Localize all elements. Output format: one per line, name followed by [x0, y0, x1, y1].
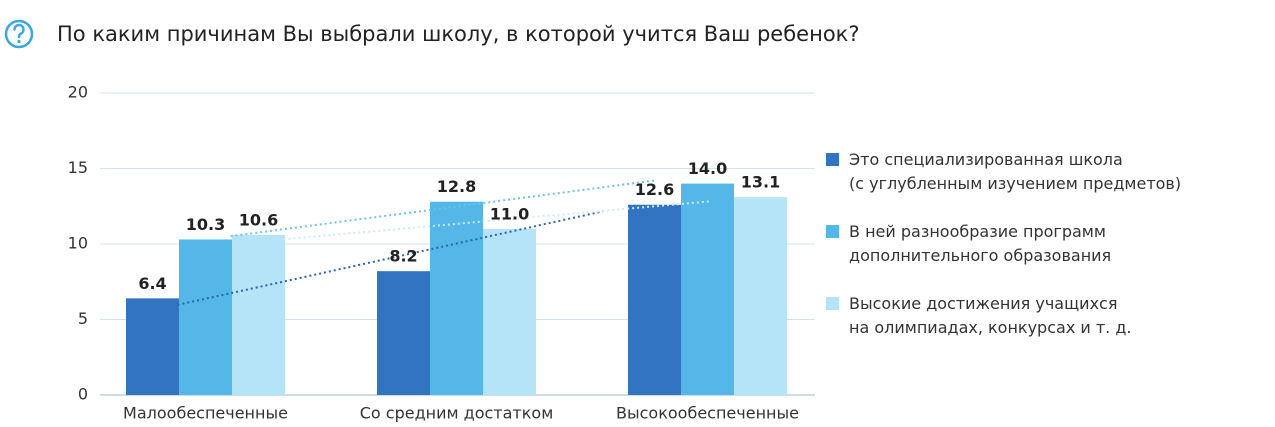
value-label: 13.1: [741, 173, 780, 192]
legend-swatch: [826, 297, 839, 310]
y-tick-label: 10: [68, 234, 88, 253]
y-tick-label: 0: [78, 385, 88, 404]
legend-item: Это специализированная школа (с углублен…: [826, 148, 1266, 196]
bar: [430, 201, 483, 395]
bar: [232, 234, 285, 395]
legend-item: В ней разнообразие программ дополнительн…: [826, 220, 1266, 268]
value-label: 8.2: [389, 247, 417, 266]
legend-swatch: [826, 153, 839, 166]
value-label: 12.8: [437, 177, 476, 196]
legend-label: В ней разнообразие программ дополнительн…: [849, 222, 1112, 265]
help-icon-dot: [17, 39, 21, 44]
bar: [734, 197, 787, 395]
y-tick-label: 20: [68, 83, 88, 102]
x-tick-label: Со средним достатком: [360, 404, 554, 423]
value-label: 11.0: [490, 204, 529, 223]
value-label: 10.6: [239, 210, 278, 229]
bar: [377, 271, 430, 395]
bar: [179, 239, 232, 395]
x-tick-label: Малообеспеченные: [123, 404, 288, 423]
bar: [628, 204, 681, 395]
trend-line: [230, 179, 657, 238]
help-icon: [4, 19, 34, 49]
y-tick-label: 15: [68, 158, 88, 177]
help-icon-mark: [13, 23, 25, 39]
value-label: 12.6: [635, 180, 674, 199]
y-tick-label: 5: [78, 309, 88, 328]
chart-title: По каким причинам Вы выбрали школу, в ко…: [57, 22, 860, 46]
bar: [681, 183, 734, 395]
trend-line: [283, 200, 710, 241]
value-label: 14.0: [688, 159, 727, 178]
legend-label: Это специализированная школа (с углублен…: [849, 150, 1182, 193]
x-tick-label: Высокообеспеченные: [616, 404, 799, 423]
bar: [483, 228, 536, 395]
legend-item: Высокие достижения учащихся на олимпиада…: [826, 292, 1266, 340]
legend: Это специализированная школа (с углублен…: [826, 148, 1266, 364]
value-label: 10.3: [186, 215, 225, 234]
legend-swatch: [826, 225, 839, 238]
legend-label: Высокие достижения учащихся на олимпиада…: [849, 294, 1132, 337]
bar: [126, 298, 179, 395]
value-label: 6.4: [138, 274, 166, 293]
